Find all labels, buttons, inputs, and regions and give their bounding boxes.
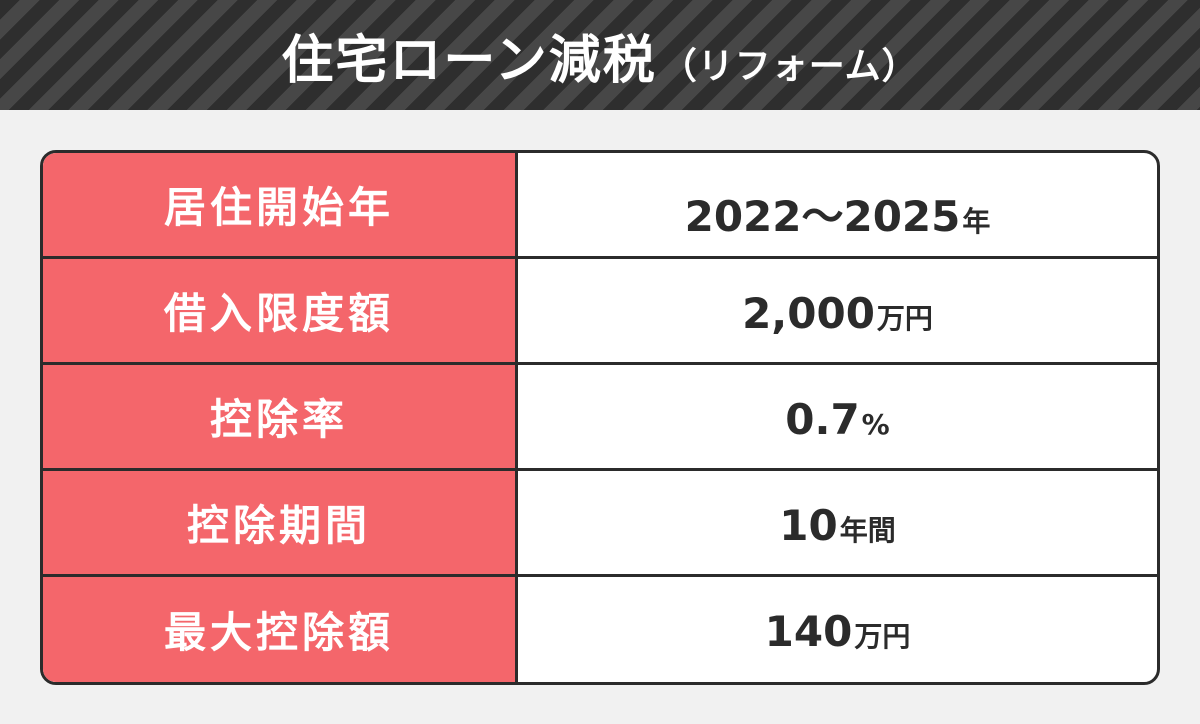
page-title-subtitle: （リフォーム） [660,45,919,87]
row-label: 最大控除額 [43,577,518,682]
table-row: 控除率 0.7% [43,365,1157,471]
tax-info-table: 居住開始年 2022～2025 年 借入限度額 2,000 万円 控除率 0.7% … [40,150,1160,685]
value-number: 2,000 [742,289,875,338]
row-value: 10 年間 [518,471,1157,574]
value-unit: 万円 [876,302,933,335]
value-number: 0.7 [785,395,860,444]
row-label: 居住開始年 [43,153,518,256]
table-row: 控除期間 10 年間 [43,471,1157,577]
row-value: 2,000 万円 [518,259,1157,362]
table-row: 最大控除額 140 万円 [43,577,1157,682]
value-unit: % [861,408,890,441]
row-value: 2022～2025 年 [518,153,1157,256]
row-value: 140 万円 [518,577,1157,682]
row-label: 控除期間 [43,471,518,574]
row-label: 控除率 [43,365,518,468]
value-unit: 万円 [854,620,911,653]
value-number: 10 [779,501,838,550]
value-number: 2022～2025 [684,192,961,241]
title-banner: 住宅ローン減税 （リフォーム） [0,0,1200,110]
value-unit: 年 [962,205,991,238]
value-number: 140 [764,607,853,656]
table-row: 借入限度額 2,000 万円 [43,259,1157,365]
row-label: 借入限度額 [43,259,518,362]
row-value: 0.7% [518,365,1157,468]
page-title: 住宅ローン減税 （リフォーム） [281,18,918,93]
table-row: 居住開始年 2022～2025 年 [43,153,1157,259]
value-unit: 年間 [839,514,896,547]
page-title-main: 住宅ローン減税 [281,30,657,91]
